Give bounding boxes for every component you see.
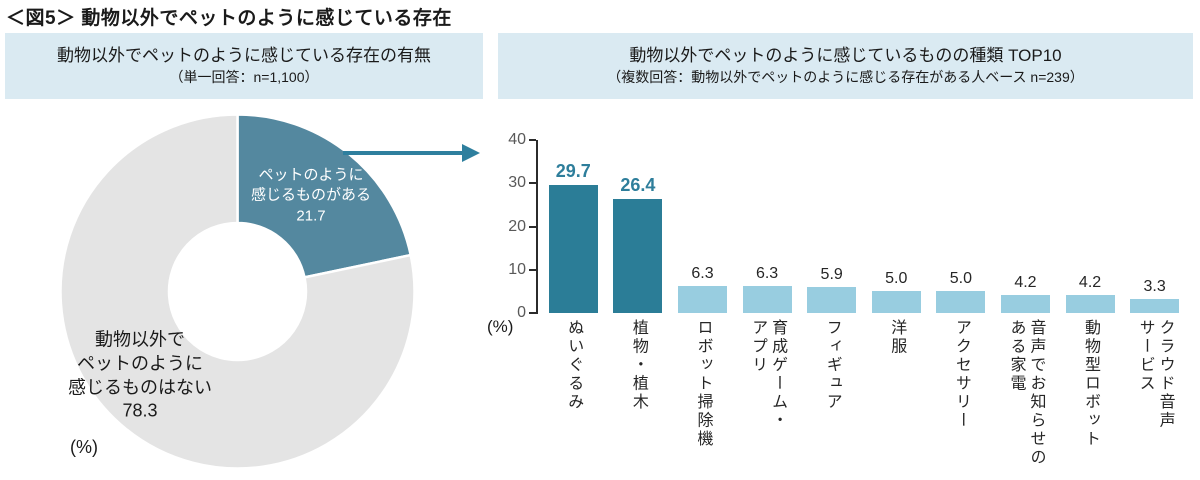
bar-value-label: 29.7 — [555, 160, 591, 181]
callout-arrow-icon — [343, 144, 480, 162]
x-axis-label: 動物型ロボット — [1082, 319, 1100, 449]
y-tick — [529, 225, 536, 228]
donut-chart — [59, 113, 416, 470]
bar — [1000, 294, 1050, 313]
bar-value-label: 6.3 — [691, 264, 714, 282]
y-tick-label: 0 — [517, 304, 526, 321]
left-panel-title: 動物以外でペットのように感じている存在の有無 — [57, 46, 431, 66]
x-label-cell: ロボット掃除機 — [670, 319, 735, 477]
right-panel-title: 動物以外でペットのように感じているものの種類 TOP10 — [629, 46, 1062, 66]
bar-value-label: 4.2 — [1014, 273, 1037, 291]
bar — [807, 287, 857, 313]
y-tick — [529, 182, 536, 185]
bar-column: 5.0 — [929, 140, 994, 313]
x-axis-label: 音声でお知らせの ある家電 — [1007, 319, 1045, 467]
x-axis-label: 植物・植木 — [629, 319, 647, 412]
bar-value-label: 5.9 — [820, 266, 843, 284]
bar — [613, 198, 663, 313]
bar-value-label: 6.3 — [755, 264, 779, 282]
x-axis-label: 育成ゲーム・ アプリ — [749, 319, 787, 430]
bar-value-label: 4.2 — [1078, 273, 1102, 291]
bar-value-label: 3.3 — [1143, 277, 1166, 295]
x-axis-label: フィギュア — [823, 319, 841, 412]
donut-label-have: ペットのように 感じるものがある 21.7 — [250, 166, 372, 225]
bar-column: 3.3 — [1122, 140, 1187, 313]
bar-column: 4.2 — [1058, 140, 1123, 313]
bar-column: 5.9 — [799, 140, 864, 313]
bar-value-label: 26.4 — [620, 174, 656, 195]
bar-chart: 29.7 26.4 6.3 6.3 5.9 5.0 5.0 4.2 4.2 3.3 — [541, 140, 1187, 313]
x-label-cell: 植物・植木 — [606, 319, 671, 477]
y-tick — [529, 139, 536, 141]
right-panel-header: 動物以外でペットのように感じているものの種類 TOP10 （複数回答：動物以外で… — [498, 33, 1193, 99]
y-tick-label: 30 — [508, 174, 526, 192]
bar-value-label: 5.0 — [885, 270, 908, 288]
bar-column: 26.4 — [606, 140, 671, 313]
x-label-cell: 動物型ロボット — [1058, 319, 1123, 477]
x-label-cell: 音声でお知らせの ある家電 — [993, 319, 1058, 477]
x-label-cell: クラウド音声 サービス — [1122, 319, 1187, 477]
donut-slice-1 — [59, 113, 416, 470]
bar — [1065, 294, 1115, 313]
x-label-cell: 育成ゲーム・ アプリ — [735, 319, 800, 477]
x-axis-label: 洋服 — [888, 319, 906, 356]
x-label-cell: アクセサリー — [929, 319, 994, 477]
bar-column: 4.2 — [993, 140, 1058, 313]
y-axis-line — [536, 140, 538, 314]
x-axis-label: ロボット掃除機 — [694, 319, 712, 449]
y-tick-label: 40 — [508, 131, 526, 148]
x-axis-label: ぬいぐるみ — [565, 319, 583, 412]
x-label-cell: ぬいぐるみ — [541, 319, 606, 477]
donut-percent-unit: (%) — [70, 437, 98, 457]
bar-value-label: 5.0 — [949, 270, 972, 288]
bar-column: 5.0 — [864, 140, 929, 313]
bar-column: 6.3 — [670, 140, 735, 313]
bar — [1130, 298, 1180, 313]
bar — [742, 285, 792, 313]
x-label-cell: 洋服 — [864, 319, 929, 477]
figure-title: ＜図5＞ 動物以外でペットのように感じている存在 — [6, 8, 452, 29]
y-tick-label: 10 — [508, 260, 526, 278]
bar-column: 29.7 — [541, 140, 606, 313]
donut-slice-0 — [236, 113, 413, 279]
left-panel-header: 動物以外でペットのように感じている存在の有無 （単一回答：n=1,100） — [5, 33, 483, 99]
bar-column: 6.3 — [735, 140, 800, 313]
y-tick — [529, 312, 536, 314]
y-tick — [529, 268, 536, 271]
bar — [548, 184, 598, 313]
bar — [677, 285, 727, 313]
right-panel-subtitle: （複数回答：動物以外でペットのように感じる存在がある人ベース n=239） — [607, 69, 1084, 86]
x-label-cell: フィギュア — [799, 319, 864, 477]
y-tick-label: 20 — [508, 217, 526, 235]
x-axis-label: クラウド音声 サービス — [1136, 319, 1174, 430]
bar-chart-x-labels: ぬいぐるみ 植物・植木 ロボット掃除機 育成ゲーム・ アプリ フィギュア 洋服 アクセサリー… — [541, 319, 1187, 477]
x-axis-label: アクセサリー — [952, 319, 970, 430]
bar — [936, 291, 986, 313]
left-panel-subtitle: （単一回答：n=1,100） — [169, 69, 319, 86]
donut-label-none: 動物以外で ペットのように 感じるものはない 78.3 — [68, 329, 212, 421]
bar — [871, 291, 921, 313]
bar-percent-unit: (%) — [487, 317, 514, 336]
